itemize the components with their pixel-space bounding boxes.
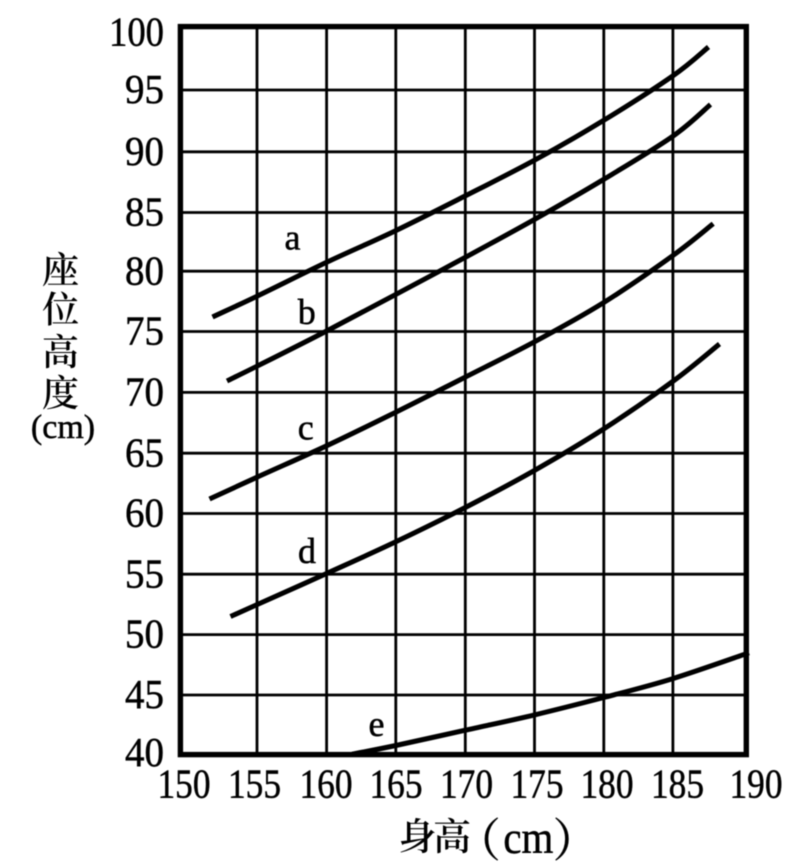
svg-text:50: 50 [125,611,164,657]
svg-text:(cm): (cm) [31,409,95,446]
svg-text:60: 60 [125,490,164,536]
svg-text:180: 180 [581,761,634,807]
svg-text:100: 100 [109,9,164,55]
svg-text:a: a [285,218,301,258]
svg-text:150: 150 [158,761,211,807]
svg-text:95: 95 [125,66,164,112]
svg-text:90: 90 [125,128,164,174]
svg-text:65: 65 [125,429,164,475]
svg-text:190: 190 [730,761,783,807]
svg-text:70: 70 [125,369,164,415]
svg-text:170: 170 [440,761,493,807]
svg-text:75: 75 [125,308,164,354]
svg-text:d: d [298,531,316,571]
svg-text:c: c [298,407,314,447]
svg-text:160: 160 [300,761,353,807]
svg-text:155: 155 [228,761,281,807]
svg-text:40: 40 [125,729,164,775]
svg-text:cm: cm [503,812,553,863]
svg-text:b: b [298,292,316,332]
svg-text:80: 80 [125,247,164,293]
svg-text:e: e [369,704,385,744]
svg-text:85: 85 [125,189,164,235]
svg-text:175: 175 [511,761,564,807]
svg-text:55: 55 [125,550,164,596]
svg-text:185: 185 [651,761,704,807]
svg-text:165: 165 [370,761,423,807]
svg-text:45: 45 [125,671,164,717]
